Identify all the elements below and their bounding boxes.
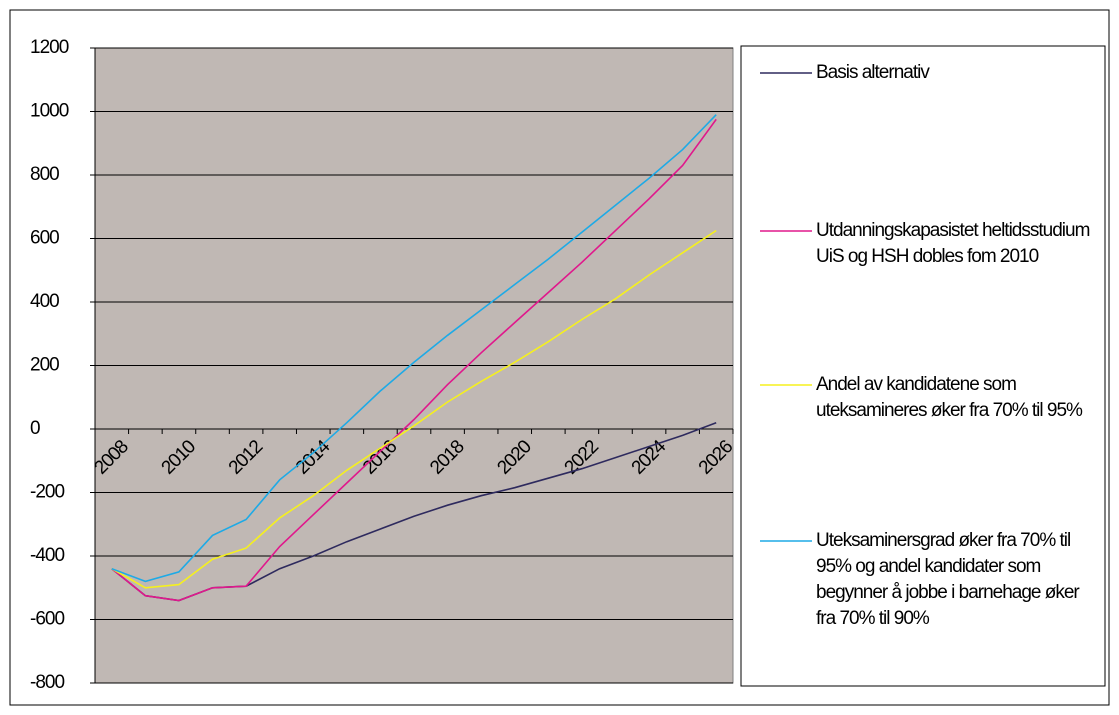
series-line bbox=[111, 229, 717, 589]
legend-box bbox=[740, 45, 1106, 687]
y-tick-label: -400 bbox=[30, 545, 64, 566]
y-tick-label: -600 bbox=[30, 609, 64, 630]
y-tick-label: 1200 bbox=[30, 37, 69, 58]
legend-label: Andel av kandidatene som uteksamineres ø… bbox=[816, 374, 1083, 421]
series-line bbox=[111, 114, 717, 583]
legend-label: Uteksaminersgrad øker fra 70% til 95% og… bbox=[816, 530, 1080, 629]
y-tick-label: 600 bbox=[30, 228, 59, 249]
y-tick-label: 800 bbox=[30, 164, 59, 185]
legend-label: Utdanningskapasistet heltidsstudium UiS … bbox=[816, 220, 1090, 267]
series-line bbox=[111, 118, 717, 602]
y-tick-label: 400 bbox=[30, 291, 59, 312]
y-tick-label: -800 bbox=[30, 672, 64, 693]
legend-label: Basis alternativ bbox=[816, 62, 930, 83]
y-tick-label: 1000 bbox=[30, 101, 69, 122]
y-tick-label: 0 bbox=[30, 418, 40, 439]
y-tick-label: -200 bbox=[30, 482, 64, 503]
chart-frame bbox=[9, 9, 1110, 706]
y-tick-label: 200 bbox=[30, 355, 59, 376]
